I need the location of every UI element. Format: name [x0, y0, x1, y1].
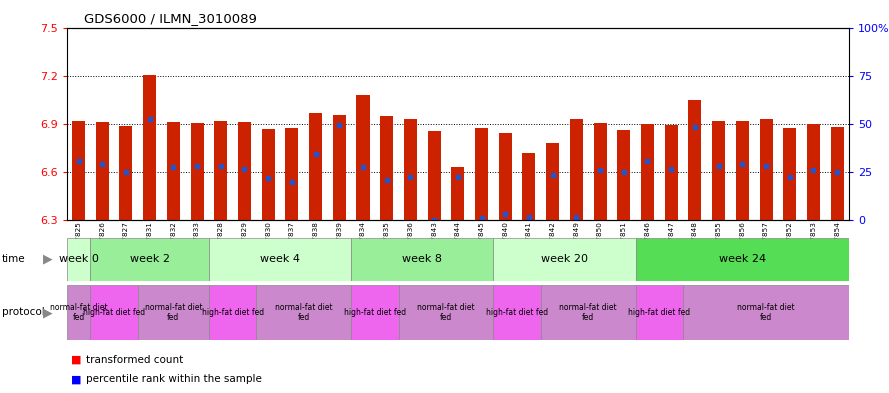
Bar — [428, 131, 441, 220]
Bar — [261, 129, 275, 220]
Bar — [807, 124, 820, 220]
Bar — [91, 285, 138, 340]
Bar — [91, 238, 209, 281]
Bar — [238, 122, 251, 220]
Text: normal-fat diet
fed: normal-fat diet fed — [275, 303, 332, 322]
Text: percentile rank within the sample: percentile rank within the sample — [86, 374, 262, 384]
Bar — [617, 130, 630, 220]
Text: week 0: week 0 — [59, 254, 99, 264]
Bar — [356, 95, 370, 220]
Bar — [712, 121, 725, 220]
Text: GDS6000 / ILMN_3010089: GDS6000 / ILMN_3010089 — [84, 12, 257, 25]
Bar — [830, 127, 844, 220]
Bar — [641, 124, 654, 220]
Bar — [72, 121, 85, 220]
Text: transformed count: transformed count — [86, 354, 183, 365]
Bar — [67, 285, 91, 340]
Bar — [138, 285, 209, 340]
Text: normal-fat diet
fed: normal-fat diet fed — [559, 303, 617, 322]
Text: week 20: week 20 — [541, 254, 588, 264]
Bar — [759, 119, 773, 220]
Bar — [783, 128, 797, 220]
Text: high-fat diet fed: high-fat diet fed — [202, 308, 264, 317]
Text: ■: ■ — [71, 354, 82, 365]
Bar — [351, 285, 398, 340]
Text: high-fat diet fed: high-fat diet fed — [344, 308, 406, 317]
Text: week 8: week 8 — [403, 254, 442, 264]
Bar — [119, 126, 132, 220]
Text: week 2: week 2 — [130, 254, 170, 264]
Bar — [636, 238, 849, 281]
Bar — [332, 115, 346, 220]
Bar — [493, 238, 636, 281]
Bar — [309, 112, 322, 220]
Text: ▶: ▶ — [43, 253, 52, 266]
Bar — [214, 121, 228, 220]
Bar — [398, 285, 493, 340]
Bar — [209, 285, 256, 340]
Text: protocol: protocol — [2, 307, 44, 318]
Bar — [665, 125, 677, 220]
Text: normal-fat diet
fed: normal-fat diet fed — [145, 303, 202, 322]
Bar — [594, 123, 606, 220]
Text: ■: ■ — [71, 374, 82, 384]
Bar — [285, 128, 299, 220]
Bar — [67, 238, 91, 281]
Text: normal-fat diet
fed: normal-fat diet fed — [737, 303, 795, 322]
Text: normal-fat diet
fed: normal-fat diet fed — [417, 303, 475, 322]
Text: high-fat diet fed: high-fat diet fed — [629, 308, 691, 317]
Bar — [209, 238, 351, 281]
Bar — [499, 133, 512, 220]
Bar — [736, 121, 749, 220]
Bar — [143, 75, 156, 220]
Text: high-fat diet fed: high-fat diet fed — [486, 308, 549, 317]
Bar — [570, 119, 583, 220]
Text: high-fat diet fed: high-fat diet fed — [83, 308, 145, 317]
Text: week 24: week 24 — [718, 254, 766, 264]
Bar — [167, 122, 180, 220]
Text: week 4: week 4 — [260, 254, 300, 264]
Bar — [96, 122, 108, 220]
Text: normal-fat diet
fed: normal-fat diet fed — [50, 303, 108, 322]
Bar — [523, 153, 535, 220]
Bar — [452, 167, 464, 220]
Bar — [541, 285, 636, 340]
Text: time: time — [2, 254, 26, 264]
Bar — [683, 285, 849, 340]
Bar — [493, 285, 541, 340]
Bar — [636, 285, 683, 340]
Bar — [351, 238, 493, 281]
Bar — [404, 119, 417, 220]
Bar — [546, 143, 559, 220]
Bar — [688, 100, 701, 220]
Bar — [475, 128, 488, 220]
Bar — [256, 285, 351, 340]
Text: ▶: ▶ — [43, 306, 52, 319]
Bar — [190, 123, 204, 220]
Bar — [380, 116, 393, 220]
